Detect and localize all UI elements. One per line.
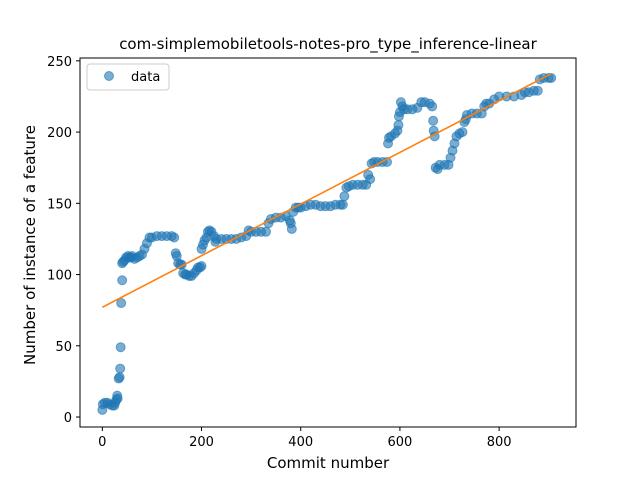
chart-title: com-simplemobiletools-notes-pro_type_inf…: [119, 35, 537, 54]
data-point: [114, 372, 125, 383]
x-tick-label: 0: [98, 435, 106, 450]
axes: 0 200 400 600 800 0 50 100 150 200 250: [47, 55, 577, 450]
data-point: [337, 199, 348, 210]
legend-marker-data: [104, 71, 114, 81]
data-point: [112, 393, 123, 404]
y-tick-label: 0: [64, 411, 72, 426]
y-tick-label: 200: [47, 126, 72, 141]
data-point: [115, 363, 126, 374]
plot-area: [97, 72, 557, 415]
data-point: [261, 226, 271, 237]
y-tick-label: 250: [47, 55, 72, 70]
fit-line: [101, 72, 552, 309]
x-tick-label: 400: [288, 435, 313, 450]
x-tick-label: 800: [487, 435, 512, 450]
data-point: [115, 342, 126, 353]
data-point: [339, 191, 350, 202]
y-tick-label: 100: [47, 269, 72, 284]
data-point: [116, 298, 127, 309]
x-tick-label: 600: [388, 435, 413, 450]
legend: data: [86, 63, 170, 91]
data-point: [457, 127, 468, 138]
legend-label-data: data: [131, 70, 160, 85]
data-point: [365, 174, 376, 185]
data-point: [196, 261, 207, 272]
data-point: [532, 85, 543, 96]
y-tick-label: 150: [47, 197, 72, 212]
x-axis-label: Commit number: [267, 454, 390, 472]
data-point: [169, 232, 180, 243]
y-axis-label: Number of instance of a feature: [21, 125, 39, 365]
data-point: [117, 275, 128, 286]
legend-box: [86, 63, 170, 91]
data-point: [286, 223, 297, 234]
data-point: [428, 115, 439, 126]
data-point: [393, 119, 404, 130]
y-tick-label: 50: [55, 340, 72, 355]
data-point: [427, 101, 438, 112]
axes-frame: [79, 57, 577, 428]
x-tick-label: 200: [189, 435, 214, 450]
